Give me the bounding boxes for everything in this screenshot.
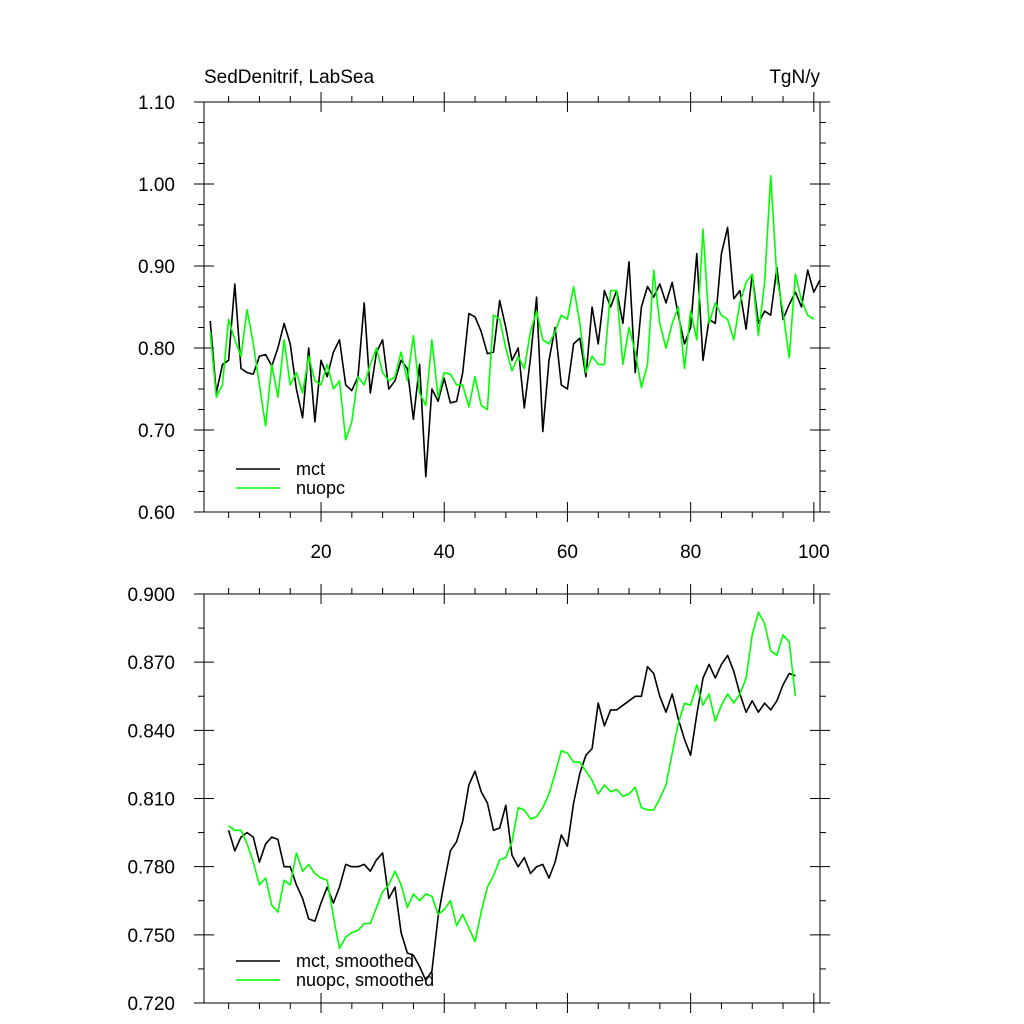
y-tick-label: 0.60 <box>138 503 175 524</box>
top-panel-sed-denitrif: SedDenitrif, LabSea TgN/y 20 40 60 80 100 0.6… <box>138 67 830 563</box>
chart-title: SedDenitrif, LabSea <box>204 67 374 88</box>
series-line-nuopc <box>209 175 815 441</box>
legend-label: mct, smoothed <box>296 951 414 971</box>
y-tick-label: 0.810 <box>127 790 175 811</box>
y-tick-label: 0.900 <box>127 585 175 606</box>
y-tick-label: 0.720 <box>127 994 175 1015</box>
y-tick-label: 0.870 <box>127 653 175 674</box>
y-tick-label: 0.750 <box>127 926 175 947</box>
units-label: TgN/y <box>769 67 820 88</box>
y-tick-label: 0.80 <box>138 339 175 360</box>
y-tick-label: 1.10 <box>138 93 175 114</box>
bottom-panel-smoothed: 0.720 0.750 0.780 0.810 0.840 0.870 0.900 mct, … <box>127 584 830 1015</box>
x-tick-label: 20 <box>310 542 331 563</box>
x-tick-label: 80 <box>680 542 701 563</box>
y-tick-label: 0.70 <box>138 421 175 442</box>
series-line-mct <box>209 226 821 478</box>
plot-frame <box>203 101 821 513</box>
series-line-nuopc-smoothed <box>228 611 797 950</box>
x-tick-label: 40 <box>434 542 455 563</box>
x-tick-label: 60 <box>557 542 578 563</box>
x-tick-label: 100 <box>798 542 830 563</box>
legend-label: mct <box>296 459 325 479</box>
legend-label: nuopc, smoothed <box>296 970 434 990</box>
y-tick-label: 0.840 <box>127 721 175 742</box>
y-tick-label: 0.780 <box>127 858 175 879</box>
legend-label: nuopc <box>296 478 345 498</box>
series-line-mct-smoothed <box>227 654 796 982</box>
y-tick-label: 0.90 <box>138 257 175 278</box>
y-tick-label: 1.00 <box>138 175 175 196</box>
